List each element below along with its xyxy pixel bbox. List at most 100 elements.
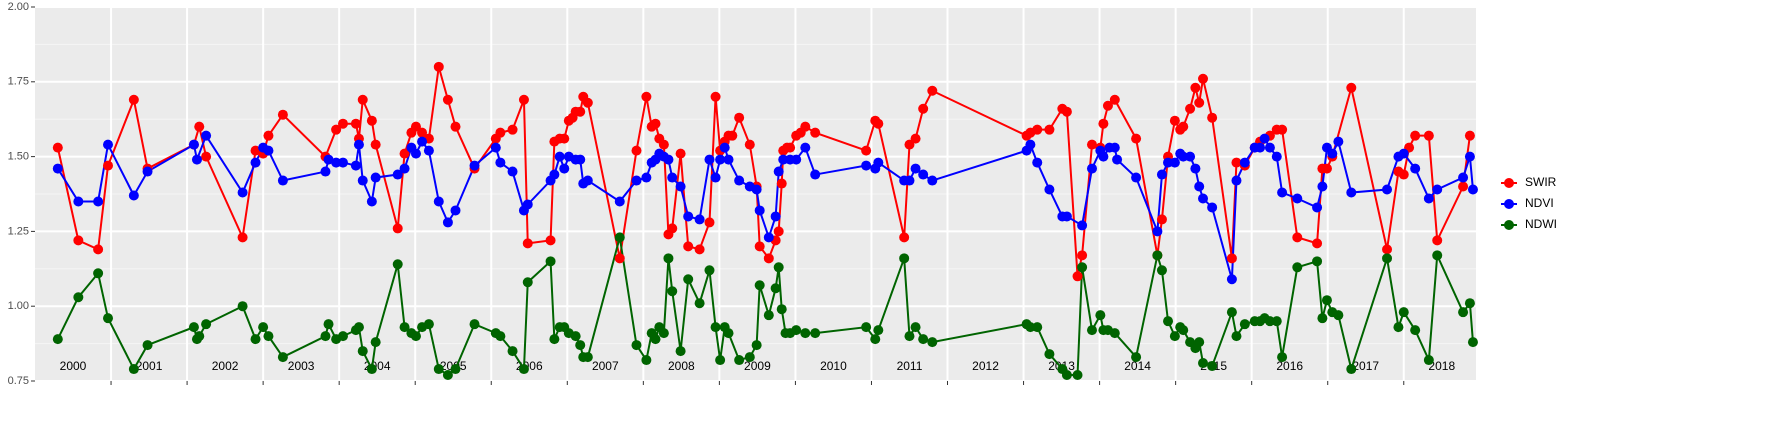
point xyxy=(1131,172,1142,183)
y-tick-label: 1.25 xyxy=(8,225,29,237)
point xyxy=(770,211,781,222)
point xyxy=(1109,94,1120,105)
point xyxy=(1410,163,1421,174)
point xyxy=(1025,139,1036,150)
point xyxy=(791,325,802,336)
point xyxy=(277,175,288,186)
y-tick-label: 0.75 xyxy=(8,375,29,387)
point xyxy=(128,364,139,375)
point xyxy=(320,331,331,342)
point xyxy=(357,346,368,357)
point xyxy=(1432,250,1443,261)
point xyxy=(350,118,361,129)
point xyxy=(1198,358,1209,369)
point xyxy=(103,139,114,150)
point xyxy=(331,124,342,135)
point xyxy=(631,175,642,186)
point xyxy=(719,142,730,153)
point xyxy=(237,187,248,198)
point xyxy=(582,97,593,108)
point xyxy=(1382,244,1393,255)
point xyxy=(1382,184,1393,195)
point xyxy=(554,151,565,162)
point xyxy=(52,142,63,153)
point xyxy=(667,223,678,234)
point xyxy=(399,148,410,159)
point xyxy=(675,346,686,357)
year-label: 2012 xyxy=(972,359,999,373)
point xyxy=(392,169,403,180)
point xyxy=(1198,73,1209,84)
point xyxy=(250,334,261,345)
point xyxy=(490,142,501,153)
point xyxy=(353,322,364,333)
point xyxy=(1321,295,1332,306)
point xyxy=(910,163,921,174)
point xyxy=(1178,325,1189,336)
point xyxy=(763,253,774,264)
point xyxy=(1044,184,1055,195)
point xyxy=(1044,124,1055,135)
legend-marker xyxy=(1504,220,1514,230)
point xyxy=(73,196,84,207)
point xyxy=(1393,322,1404,333)
point xyxy=(1423,355,1434,366)
point xyxy=(1333,310,1344,321)
point xyxy=(1259,133,1270,144)
point xyxy=(575,340,586,351)
point xyxy=(1231,175,1242,186)
point xyxy=(1156,265,1167,276)
point xyxy=(237,232,248,243)
point xyxy=(1231,331,1242,342)
point xyxy=(1317,313,1328,324)
point xyxy=(763,310,774,321)
point xyxy=(800,121,811,132)
point xyxy=(450,364,461,375)
point xyxy=(73,235,84,246)
point xyxy=(194,121,205,132)
point xyxy=(791,154,802,165)
point xyxy=(650,118,661,129)
point xyxy=(927,85,938,96)
point xyxy=(1169,115,1180,126)
point xyxy=(773,226,784,237)
point xyxy=(1061,211,1072,222)
point xyxy=(370,139,381,150)
point xyxy=(1077,250,1088,261)
point xyxy=(423,145,434,156)
point xyxy=(754,241,765,252)
point xyxy=(1194,181,1205,192)
point xyxy=(450,121,461,132)
point xyxy=(1458,181,1469,192)
point xyxy=(1032,124,1043,135)
point xyxy=(1169,331,1180,342)
point xyxy=(1458,307,1469,318)
point xyxy=(442,370,453,381)
point xyxy=(1467,337,1478,348)
point xyxy=(201,130,212,141)
point xyxy=(704,154,715,165)
point xyxy=(694,298,705,309)
point xyxy=(773,262,784,273)
point xyxy=(1271,316,1282,327)
point xyxy=(495,157,506,168)
point xyxy=(641,355,652,366)
point xyxy=(128,94,139,105)
point xyxy=(1086,139,1097,150)
point xyxy=(861,160,872,171)
point xyxy=(1226,253,1237,264)
point xyxy=(93,196,104,207)
point xyxy=(1226,307,1237,318)
point xyxy=(1061,106,1072,117)
point xyxy=(331,157,342,168)
point xyxy=(641,172,652,183)
point xyxy=(675,181,686,192)
point xyxy=(694,244,705,255)
point xyxy=(128,190,139,201)
point xyxy=(370,172,381,183)
point xyxy=(734,112,745,123)
point xyxy=(353,139,364,150)
point xyxy=(103,160,114,171)
point xyxy=(52,163,63,174)
